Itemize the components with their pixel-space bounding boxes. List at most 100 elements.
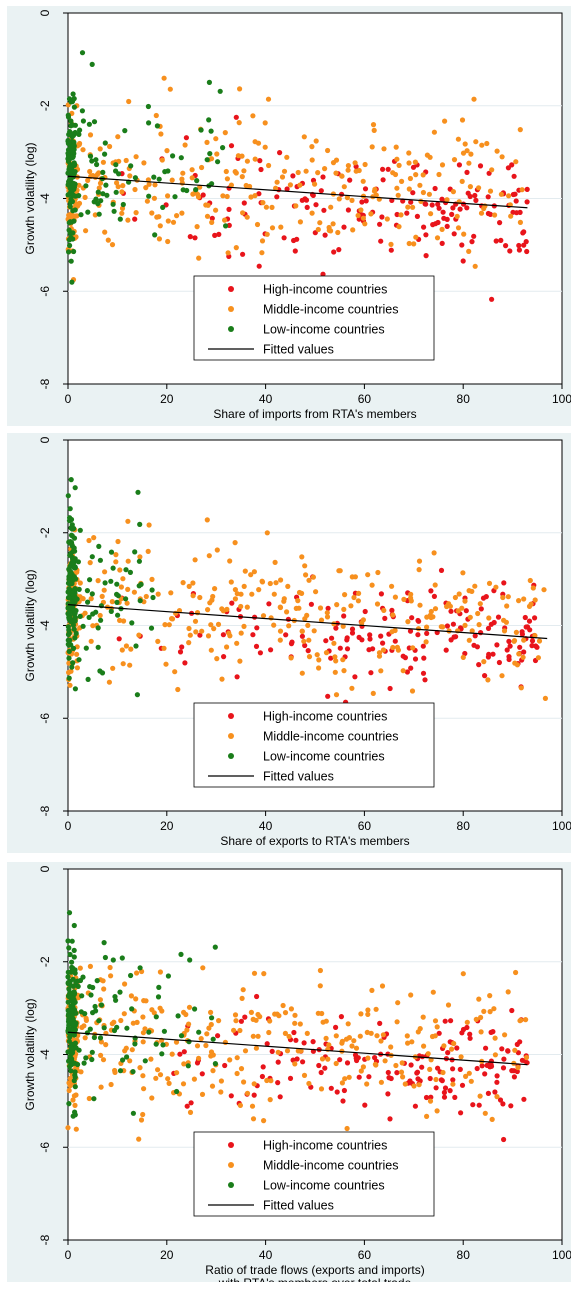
data-point xyxy=(70,143,76,149)
data-point xyxy=(379,983,386,989)
data-point xyxy=(165,973,171,979)
data-point xyxy=(200,192,206,198)
data-point xyxy=(380,177,386,183)
data-point xyxy=(113,559,119,565)
data-point xyxy=(351,1038,357,1044)
data-point xyxy=(83,1055,89,1061)
data-point xyxy=(115,593,121,599)
data-point xyxy=(74,651,80,657)
data-point xyxy=(432,582,438,588)
y-tick-label: 0 xyxy=(38,9,52,16)
data-point xyxy=(213,136,219,142)
data-point xyxy=(389,607,395,613)
data-point xyxy=(254,625,260,631)
data-point xyxy=(484,140,490,147)
data-point xyxy=(428,211,434,217)
data-point xyxy=(70,995,76,1001)
data-point xyxy=(317,220,323,226)
data-point xyxy=(209,215,215,221)
data-point xyxy=(536,638,543,644)
data-point xyxy=(344,1060,351,1066)
data-point xyxy=(69,526,75,532)
data-point xyxy=(453,634,459,640)
data-point xyxy=(459,605,465,611)
data-point xyxy=(92,1003,98,1010)
data-point xyxy=(186,1021,192,1027)
data-point xyxy=(67,1034,73,1040)
data-point xyxy=(491,1006,497,1012)
data-point xyxy=(133,210,139,216)
x-axis-title: Share of exports to RTA's members xyxy=(220,834,409,848)
legend-label: High-income countries xyxy=(263,1139,387,1153)
data-point xyxy=(69,1046,75,1052)
data-point xyxy=(454,213,460,219)
data-point xyxy=(70,1001,77,1007)
data-point xyxy=(251,569,257,575)
data-point xyxy=(149,1095,155,1101)
data-point xyxy=(144,198,150,204)
data-point xyxy=(342,1076,348,1082)
data-point xyxy=(359,620,365,626)
data-point xyxy=(393,1062,399,1069)
x-tick-label: 100 xyxy=(552,392,571,406)
data-point xyxy=(302,563,308,569)
data-point xyxy=(186,1039,192,1045)
data-point xyxy=(459,1030,465,1036)
data-point xyxy=(236,120,242,126)
data-point xyxy=(523,1054,530,1061)
data-point xyxy=(416,558,423,564)
data-point xyxy=(101,940,107,946)
data-point xyxy=(252,156,258,162)
data-point xyxy=(163,661,169,667)
data-point xyxy=(65,493,71,499)
data-point xyxy=(187,957,193,963)
data-point xyxy=(254,221,261,228)
data-point xyxy=(277,628,284,634)
data-point xyxy=(422,677,428,683)
data-point xyxy=(326,1042,332,1048)
data-point xyxy=(76,131,82,137)
data-point xyxy=(485,1090,491,1096)
data-point xyxy=(71,248,77,255)
data-point xyxy=(130,1110,136,1116)
data-point xyxy=(364,1029,370,1035)
data-point xyxy=(181,1061,187,1067)
data-point xyxy=(115,134,121,140)
data-point xyxy=(264,530,270,536)
data-point xyxy=(134,1019,140,1025)
data-point xyxy=(102,954,108,961)
data-point xyxy=(310,1039,316,1045)
data-point xyxy=(501,580,507,586)
data-point xyxy=(67,1075,73,1081)
data-point xyxy=(140,1039,146,1045)
data-point xyxy=(523,1017,529,1023)
data-point xyxy=(123,157,129,164)
data-point xyxy=(153,1075,159,1081)
data-point xyxy=(73,630,79,636)
data-point xyxy=(399,1060,405,1066)
y-tick-label: -8 xyxy=(38,1234,52,1245)
data-point xyxy=(340,657,346,663)
data-point xyxy=(143,593,149,600)
data-point xyxy=(232,587,238,593)
data-point xyxy=(234,674,240,680)
data-point xyxy=(496,659,502,666)
data-point xyxy=(86,614,92,620)
data-point xyxy=(113,997,119,1003)
data-point xyxy=(154,123,160,129)
data-point xyxy=(198,1036,204,1042)
data-point xyxy=(124,1025,130,1031)
data-point xyxy=(362,608,368,615)
data-point xyxy=(419,1064,425,1070)
data-point xyxy=(434,1108,440,1114)
data-point xyxy=(527,627,533,633)
data-point xyxy=(266,601,272,607)
data-point xyxy=(449,211,455,217)
data-point xyxy=(485,625,492,631)
data-point xyxy=(197,594,203,601)
data-point xyxy=(91,535,97,541)
data-point xyxy=(136,1136,142,1142)
data-point xyxy=(505,594,511,600)
data-point xyxy=(69,533,75,539)
data-point xyxy=(310,574,316,580)
